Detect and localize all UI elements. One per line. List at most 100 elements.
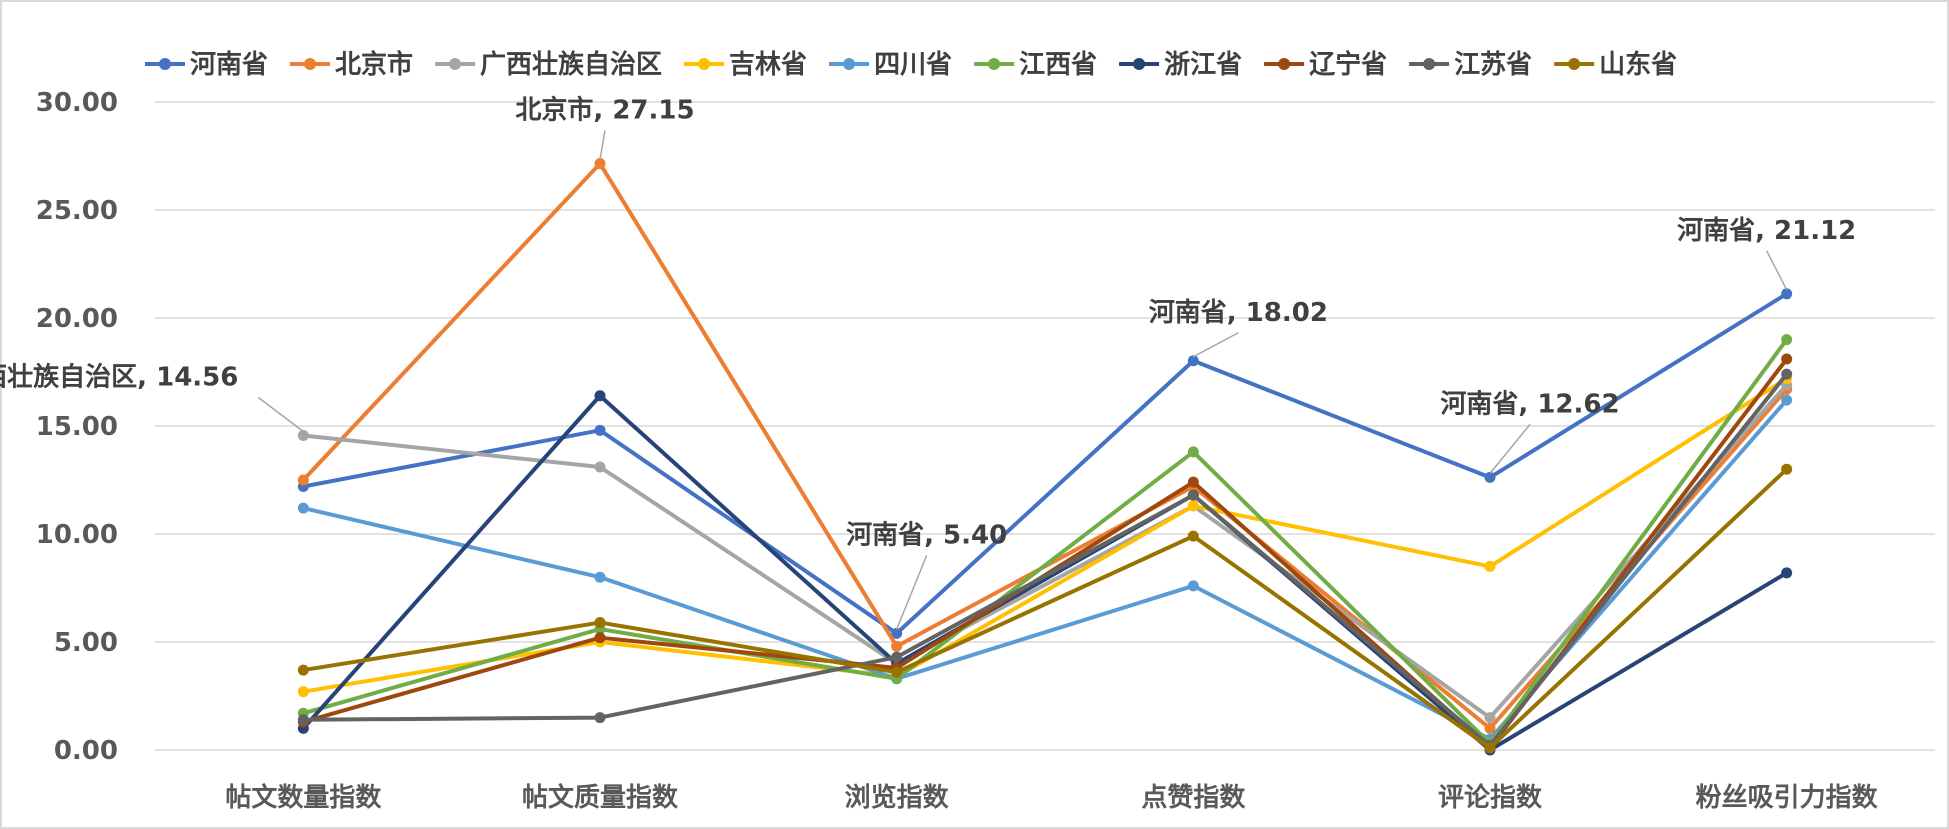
legend-swatch-marker	[159, 58, 171, 70]
data-point	[1484, 722, 1496, 734]
data-point	[297, 430, 309, 442]
x-tick-label: 帖文数量指数	[225, 782, 382, 813]
legend-item-5: 四川省	[829, 50, 952, 80]
y-tick-label: 5.00	[54, 628, 118, 658]
legend-item-2: 北京市	[290, 49, 413, 80]
data-point	[1187, 446, 1199, 458]
leader-line	[1192, 332, 1239, 358]
data-label: 河南省, 12.62	[1440, 389, 1620, 474]
data-label-text: 河南省, 18.02	[1149, 298, 1328, 328]
data-point	[594, 424, 606, 436]
data-point	[1187, 355, 1199, 367]
data-label-text: 北京市, 27.15	[515, 95, 694, 126]
leader-line	[895, 555, 928, 630]
data-point	[1781, 368, 1793, 380]
data-label: 河南省, 18.02	[1149, 298, 1328, 358]
data-point	[594, 390, 606, 402]
data-point	[1781, 394, 1793, 406]
data-point	[1781, 288, 1793, 300]
series-line	[303, 383, 1789, 720]
data-point	[594, 461, 606, 473]
data-point	[1484, 742, 1496, 754]
legend-label: 江西省	[1019, 50, 1097, 80]
legend-swatch-marker	[1423, 58, 1436, 70]
data-point	[594, 571, 606, 583]
x-tick-label: 粉丝吸引力指数	[1696, 783, 1879, 813]
legend-label: 辽宁省	[1309, 49, 1387, 80]
legend-item-6: 江西省	[974, 50, 1097, 80]
data-label: 北京市, 27.15	[515, 95, 695, 160]
data-point	[1781, 567, 1793, 579]
series-line	[302, 338, 1789, 746]
legend-swatch-marker	[988, 58, 1001, 70]
series-group	[297, 158, 1793, 756]
y-tick-label: 30.00	[36, 88, 118, 118]
x-tick-label: 帖文质量指数	[522, 782, 679, 813]
data-point	[1187, 476, 1199, 488]
data-point	[1187, 500, 1199, 512]
data-point	[1187, 530, 1199, 542]
data-label-text: 河南省, 12.62	[1440, 389, 1619, 419]
leader-line	[257, 396, 304, 433]
data-point	[297, 502, 309, 514]
data-point	[594, 632, 606, 644]
data-point	[1781, 353, 1793, 365]
data-point	[297, 474, 309, 486]
series-10	[297, 463, 1793, 754]
y-tick-label: 0.00	[54, 736, 118, 766]
legend-label: 山东省	[1599, 49, 1677, 80]
data-label-text: 河南省, 21.12	[1677, 216, 1856, 246]
series-line	[302, 292, 1788, 636]
data-point	[1781, 334, 1793, 346]
annotations-group: 广西壮族自治区, 14.56 北京市, 27.15 河南省, 5.40 河南省, 18…	[0, 95, 1856, 630]
series-1	[297, 288, 1793, 639]
data-point	[297, 664, 309, 676]
data-point	[594, 617, 606, 629]
legend-label: 广西壮族自治区	[480, 49, 662, 80]
series-line	[301, 393, 1788, 752]
legend-label: 浙江省	[1164, 50, 1242, 80]
leader-line	[1489, 423, 1531, 474]
legend-label: 河南省	[190, 50, 268, 80]
data-point	[1187, 489, 1199, 501]
data-label: 广西壮族自治区, 14.56	[0, 362, 304, 433]
legend-item-7: 浙江省	[1119, 50, 1242, 80]
legend-swatch-marker	[304, 58, 317, 70]
data-point	[594, 158, 606, 170]
data-point	[297, 714, 309, 726]
legend-label: 江苏省	[1454, 50, 1532, 80]
data-point	[594, 712, 606, 724]
data-point	[1484, 471, 1496, 483]
data-point	[891, 627, 903, 639]
data-point	[297, 686, 309, 698]
y-axis: 0.00 5.00 10.00 15.00 20.00 25.00 30.00	[36, 88, 118, 766]
legend-swatch-marker	[449, 58, 462, 70]
data-label-text: 广西壮族自治区, 14.56	[0, 362, 238, 393]
y-tick-label: 20.00	[36, 304, 118, 334]
legend-label: 四川省	[874, 50, 952, 80]
legend-swatch-marker	[1568, 58, 1581, 70]
series-line	[303, 372, 1789, 748]
x-axis: 帖文数量指数 帖文质量指数 浏览指数 点赞指数 评论指数 粉丝吸引力指数	[225, 782, 1878, 813]
legend-item-3: 广西壮族自治区	[435, 49, 662, 80]
y-tick-label: 10.00	[36, 520, 118, 550]
legend-item-1: 河南省	[145, 50, 268, 80]
x-tick-label: 浏览指数	[845, 783, 950, 813]
legend-label: 北京市	[335, 49, 413, 80]
y-tick-label: 25.00	[36, 196, 118, 226]
y-tick-label: 15.00	[36, 412, 118, 442]
x-tick-label: 点赞指数	[1141, 782, 1246, 813]
x-tick-label: 评论指数	[1438, 783, 1543, 813]
series-line	[302, 398, 1789, 742]
data-point	[1484, 560, 1496, 572]
legend-item-4: 吉林省	[684, 50, 807, 80]
legend-label: 吉林省	[729, 50, 807, 80]
legend-item-9: 江苏省	[1409, 50, 1532, 80]
data-point	[891, 640, 903, 652]
data-point	[1187, 580, 1199, 592]
data-point	[891, 666, 903, 678]
data-label-text: 河南省, 5.40	[846, 520, 1007, 550]
legend-item-10: 山东省	[1554, 49, 1677, 80]
